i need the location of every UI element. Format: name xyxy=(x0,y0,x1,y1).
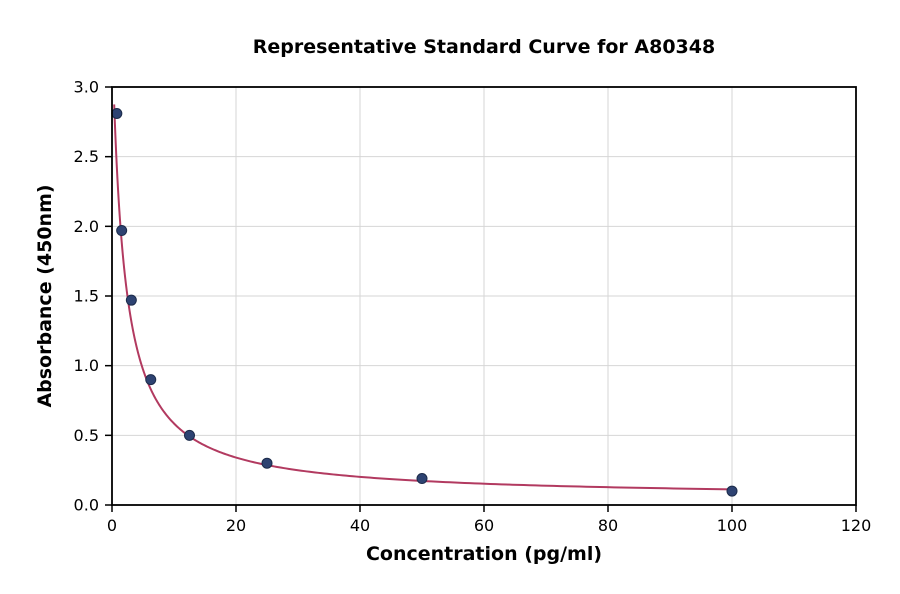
data-point xyxy=(111,107,123,119)
data-point xyxy=(184,429,195,441)
y-axis-title: Absorbance (450nm) xyxy=(34,184,56,408)
axes-spines xyxy=(111,86,857,506)
x-tick-label: 120 xyxy=(841,516,872,535)
y-tick-label: 1.5 xyxy=(74,287,99,306)
x-tick-label: 100 xyxy=(717,516,748,535)
chart-title: Representative Standard Curve for A80348 xyxy=(252,36,716,58)
data-point xyxy=(116,225,128,237)
x-tick-label: 0 xyxy=(107,516,117,535)
y-tick-label: 2.5 xyxy=(74,147,99,166)
data-point xyxy=(145,374,157,386)
data-point xyxy=(726,485,738,497)
y-tick-label: 0.0 xyxy=(74,496,99,515)
x-tick-label: 60 xyxy=(474,516,494,535)
y-tick-label: 2.0 xyxy=(74,217,99,236)
x-tick-label: 20 xyxy=(226,516,246,535)
x-axis-title: Concentration (pg/ml) xyxy=(365,543,603,565)
data-point xyxy=(416,473,428,485)
data-point xyxy=(125,294,137,306)
y-tick-label: 1.0 xyxy=(74,356,99,375)
x-tick-label: 40 xyxy=(350,516,370,535)
y-tick-label: 3.0 xyxy=(74,78,99,97)
y-tick-label: 0.5 xyxy=(74,426,99,445)
data-point xyxy=(261,457,273,469)
fit-curve-line xyxy=(113,104,733,491)
x-tick-label: 80 xyxy=(598,516,618,535)
